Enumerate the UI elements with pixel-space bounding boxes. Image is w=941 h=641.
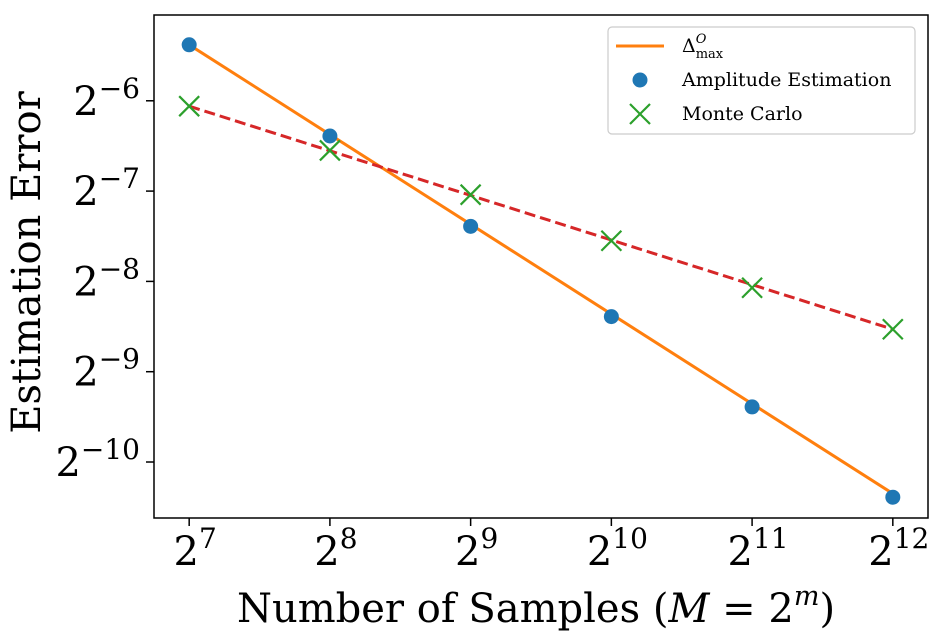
x-tick-base: 2 (868, 529, 893, 575)
x-tick-exp: 7 (199, 522, 217, 555)
x-tick-label: 210 (587, 522, 648, 575)
monte-carlo-point (882, 318, 904, 341)
x-tick-exp: 10 (612, 522, 648, 555)
y-tick-base: 2 (73, 259, 98, 305)
x-tick-label: 211 (728, 522, 789, 575)
amplitude-estimation-point (603, 309, 619, 325)
x-tick-exp: 12 (894, 522, 930, 555)
y-tick-base: 2 (73, 79, 98, 125)
x-axis-title-exp: m (794, 581, 820, 612)
y-tick-exp: −7 (99, 162, 140, 195)
legend-swatch-amplitude-marker (632, 72, 648, 88)
y-tick-label: 2−7 (73, 162, 140, 215)
plot-markers (178, 37, 904, 505)
amplitude-estimation-point (181, 37, 197, 53)
monte-carlo-point (600, 229, 623, 252)
y-tick-base: 2 (55, 440, 80, 486)
x-tick-base: 2 (314, 529, 339, 575)
legend-label-amplitude: Amplitude Estimation (681, 69, 891, 91)
delta-max-line (188, 43, 894, 495)
y-tick-label: 2−10 (55, 433, 140, 486)
y-tick-base: 2 (73, 350, 98, 396)
x-tick-base: 2 (728, 529, 753, 575)
y-tick-exp: −9 (99, 343, 140, 376)
x-tick-label: 28 (314, 522, 357, 575)
x-tick-label: 212 (868, 522, 929, 575)
amplitude-estimation-point (744, 399, 760, 415)
y-axis-title: Estimation Error (4, 90, 50, 433)
monte-carlo-point (319, 139, 341, 162)
y-tick-exp: −8 (99, 252, 140, 285)
x-axis-title-eq: = 2 (709, 586, 793, 632)
legend-label-monte-carlo: Monte Carlo (682, 103, 803, 125)
legend: ΔO max Amplitude Estimation Monte Carlo (607, 26, 916, 135)
monte-carlo-point (459, 183, 482, 206)
legend-label-delta-sup: O (696, 32, 707, 47)
plot-frame (153, 14, 929, 519)
x-axis-title: Number of Samples (M = 2m) (237, 581, 835, 632)
y-tick-base: 2 (73, 169, 98, 215)
legend-label-delta-base: Δ (682, 35, 696, 57)
legend-box (607, 26, 916, 135)
amplitude-estimation-point (322, 128, 338, 144)
x-tick-base: 2 (455, 529, 480, 575)
y-tick-label: 2−9 (73, 343, 140, 396)
legend-label-delta-sub: max (696, 47, 724, 62)
x-axis-ticks: 27 28 29 210 211 212 (174, 518, 929, 575)
y-axis-ticks: 2−62−72−82−92−10 (55, 72, 154, 486)
amplitude-estimation-point (885, 489, 901, 505)
legend-label-delta: ΔO max (682, 32, 724, 62)
x-tick-exp: 8 (340, 522, 358, 555)
y-tick-label: 2−6 (73, 72, 140, 125)
monte-carlo-point (178, 95, 200, 117)
x-tick-base: 2 (174, 529, 199, 575)
x-tick-exp: 9 (480, 522, 498, 555)
x-tick-label: 27 (174, 522, 217, 575)
amplitude-estimation-point (463, 218, 479, 234)
legend-swatch-monte-carlo-marker (629, 103, 651, 125)
x-tick-exp: 11 (753, 522, 789, 555)
x-axis-title-var: M (667, 586, 710, 632)
monte-carlo-fit-line (188, 104, 894, 331)
y-tick-label: 2−8 (73, 252, 140, 305)
y-tick-exp: −10 (81, 433, 140, 466)
x-tick-label: 29 (455, 522, 498, 575)
monte-carlo-point (741, 276, 763, 299)
y-tick-exp: −6 (99, 72, 140, 105)
x-axis-title-prefix: Number of Samples ( (237, 586, 669, 632)
plot-lines (188, 43, 894, 495)
x-axis-title-suffix: ) (819, 586, 835, 632)
x-tick-base: 2 (587, 529, 612, 575)
